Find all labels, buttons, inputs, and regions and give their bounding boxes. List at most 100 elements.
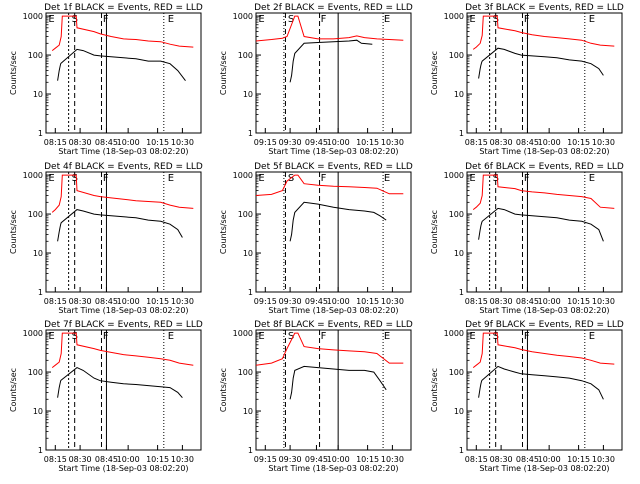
y-tick-label: 1000 [444, 329, 464, 338]
x-tick-label: 09:45 [305, 297, 328, 306]
y-tick-label: 1000 [233, 12, 253, 21]
chart-title: Det 6f BLACK = Events, RED = LLD [465, 162, 624, 172]
x-tick-label: 08:15 [465, 138, 488, 147]
x-tick-label: 10:00 [538, 455, 561, 464]
event-marker-label: S [72, 331, 78, 342]
event-marker-label: E [589, 331, 595, 342]
series-line-events [478, 365, 604, 400]
chart-title: Det 2f BLACK = Events, RED = LLD [254, 3, 413, 13]
chart-panel-3: Det 3f BLACK = Events, RED = LLD 1 10 100 10… [430, 3, 624, 156]
event-marker-label: S [72, 173, 78, 184]
x-axis-label: Start Time (18-Sep-03 08:02:20) [58, 147, 188, 156]
x-tick-label: 09:15 [254, 297, 277, 306]
y-tick-label: 100 [28, 51, 43, 60]
x-tick-label: 10:30 [592, 455, 615, 464]
chart-panel-8: Det 8f BLACK = Events, RED = LLD 1 10 100 10… [219, 320, 413, 473]
event-marker-label: F [321, 14, 327, 25]
event-marker-label: F [524, 14, 530, 25]
y-tick-label: 1 [248, 129, 253, 138]
event-marker-label: S [493, 331, 499, 342]
chart-title: Det 5f BLACK = Events, RED = LLD [254, 162, 413, 172]
series-line-lld [51, 174, 194, 213]
x-axis-label: Start Time (18-Sep-03 08:02:20) [58, 464, 188, 473]
y-axis-label: Counts/sec [219, 210, 228, 254]
event-marker-label: F [524, 173, 530, 184]
x-tick-label: 08:15 [465, 455, 488, 464]
x-tick-label: 08:45 [95, 297, 118, 306]
y-tick-label: 10 [33, 90, 43, 99]
series-line-events [289, 201, 387, 242]
series-line-lld [255, 15, 404, 42]
event-marker-label: E [589, 14, 595, 25]
y-axis-label: Counts/sec [430, 210, 439, 254]
x-tick-label: 10:00 [117, 138, 140, 147]
event-marker-label: F [321, 173, 327, 184]
y-tick-label: 1 [248, 288, 253, 297]
x-tick-label: 10:00 [327, 297, 350, 306]
y-tick-label: 1000 [233, 171, 253, 180]
y-axis-label: Counts/sec [9, 51, 18, 95]
y-axis-label: Counts/sec [219, 368, 228, 412]
x-tick-label: 08:45 [516, 138, 539, 147]
chart-panel-6: Det 6f BLACK = Events, RED = LLD 1 10 100 10… [430, 162, 624, 315]
y-tick-label: 1 [459, 446, 464, 455]
x-axis-label: Start Time (18-Sep-03 08:02:20) [479, 147, 609, 156]
event-marker-label: E [384, 173, 390, 184]
y-tick-label: 1 [38, 129, 43, 138]
y-tick-label: 1 [459, 288, 464, 297]
y-tick-label: 100 [28, 210, 43, 219]
y-tick-label: 10 [454, 249, 464, 258]
x-tick-label: 10:00 [117, 455, 140, 464]
event-marker-label: S [493, 14, 499, 25]
x-tick-label: 09:15 [254, 138, 277, 147]
x-tick-label: 09:45 [305, 455, 328, 464]
event-marker-label: E [168, 14, 174, 25]
y-axis-label: Counts/sec [430, 51, 439, 95]
x-tick-label: 09:30 [279, 297, 302, 306]
x-tick-label: 10:30 [381, 297, 404, 306]
y-tick-label: 10 [454, 407, 464, 416]
series-line-lld [472, 332, 615, 368]
y-tick-label: 1000 [23, 329, 43, 338]
event-marker-label: E [384, 14, 390, 25]
x-tick-label: 10:15 [567, 138, 590, 147]
y-tick-label: 1 [248, 446, 253, 455]
y-tick-label: 1 [38, 446, 43, 455]
series-line-events [57, 367, 183, 399]
y-tick-label: 10 [33, 249, 43, 258]
x-tick-label: 08:15 [44, 138, 67, 147]
y-axis-label: Counts/sec [9, 210, 18, 254]
chart-title: Det 9f BLACK = Events, RED = LLD [465, 320, 624, 330]
chart-title: Det 4f BLACK = Events, RED = LLD [44, 162, 203, 172]
chart-title: Det 3f BLACK = Events, RED = LLD [465, 3, 624, 13]
series-line-events [57, 48, 186, 82]
event-marker-label: S [288, 14, 294, 25]
x-tick-label: 08:15 [465, 297, 488, 306]
y-axis-label: Counts/sec [430, 368, 439, 412]
x-tick-label: 10:00 [327, 455, 350, 464]
event-marker-label: E [48, 14, 54, 25]
y-axis-label: Counts/sec [9, 368, 18, 412]
x-tick-label: 10:00 [538, 297, 561, 306]
event-marker-label: E [168, 173, 174, 184]
y-tick-label: 10 [243, 249, 253, 258]
x-tick-label: 08:15 [44, 297, 67, 306]
x-axis-label: Start Time (18-Sep-03 08:02:20) [268, 464, 398, 473]
event-marker-label: E [48, 173, 54, 184]
series-line-lld [255, 174, 404, 196]
event-marker-label: E [168, 331, 174, 342]
plot-frame [45, 171, 202, 293]
y-tick-label: 100 [238, 51, 253, 60]
event-marker-label: E [469, 173, 475, 184]
chart-panel-5: Det 5f BLACK = Events, RED = LLD 1 10 100 10… [219, 162, 413, 315]
event-marker-label: E [469, 14, 475, 25]
y-tick-label: 100 [28, 368, 43, 377]
event-marker-label: E [258, 331, 264, 342]
y-tick-label: 1000 [444, 12, 464, 21]
series-line-lld [472, 174, 615, 210]
event-marker-label: E [384, 331, 390, 342]
event-marker-label: F [524, 331, 530, 342]
x-tick-label: 08:45 [516, 455, 539, 464]
x-axis-label: Start Time (18-Sep-03 08:02:20) [268, 147, 398, 156]
